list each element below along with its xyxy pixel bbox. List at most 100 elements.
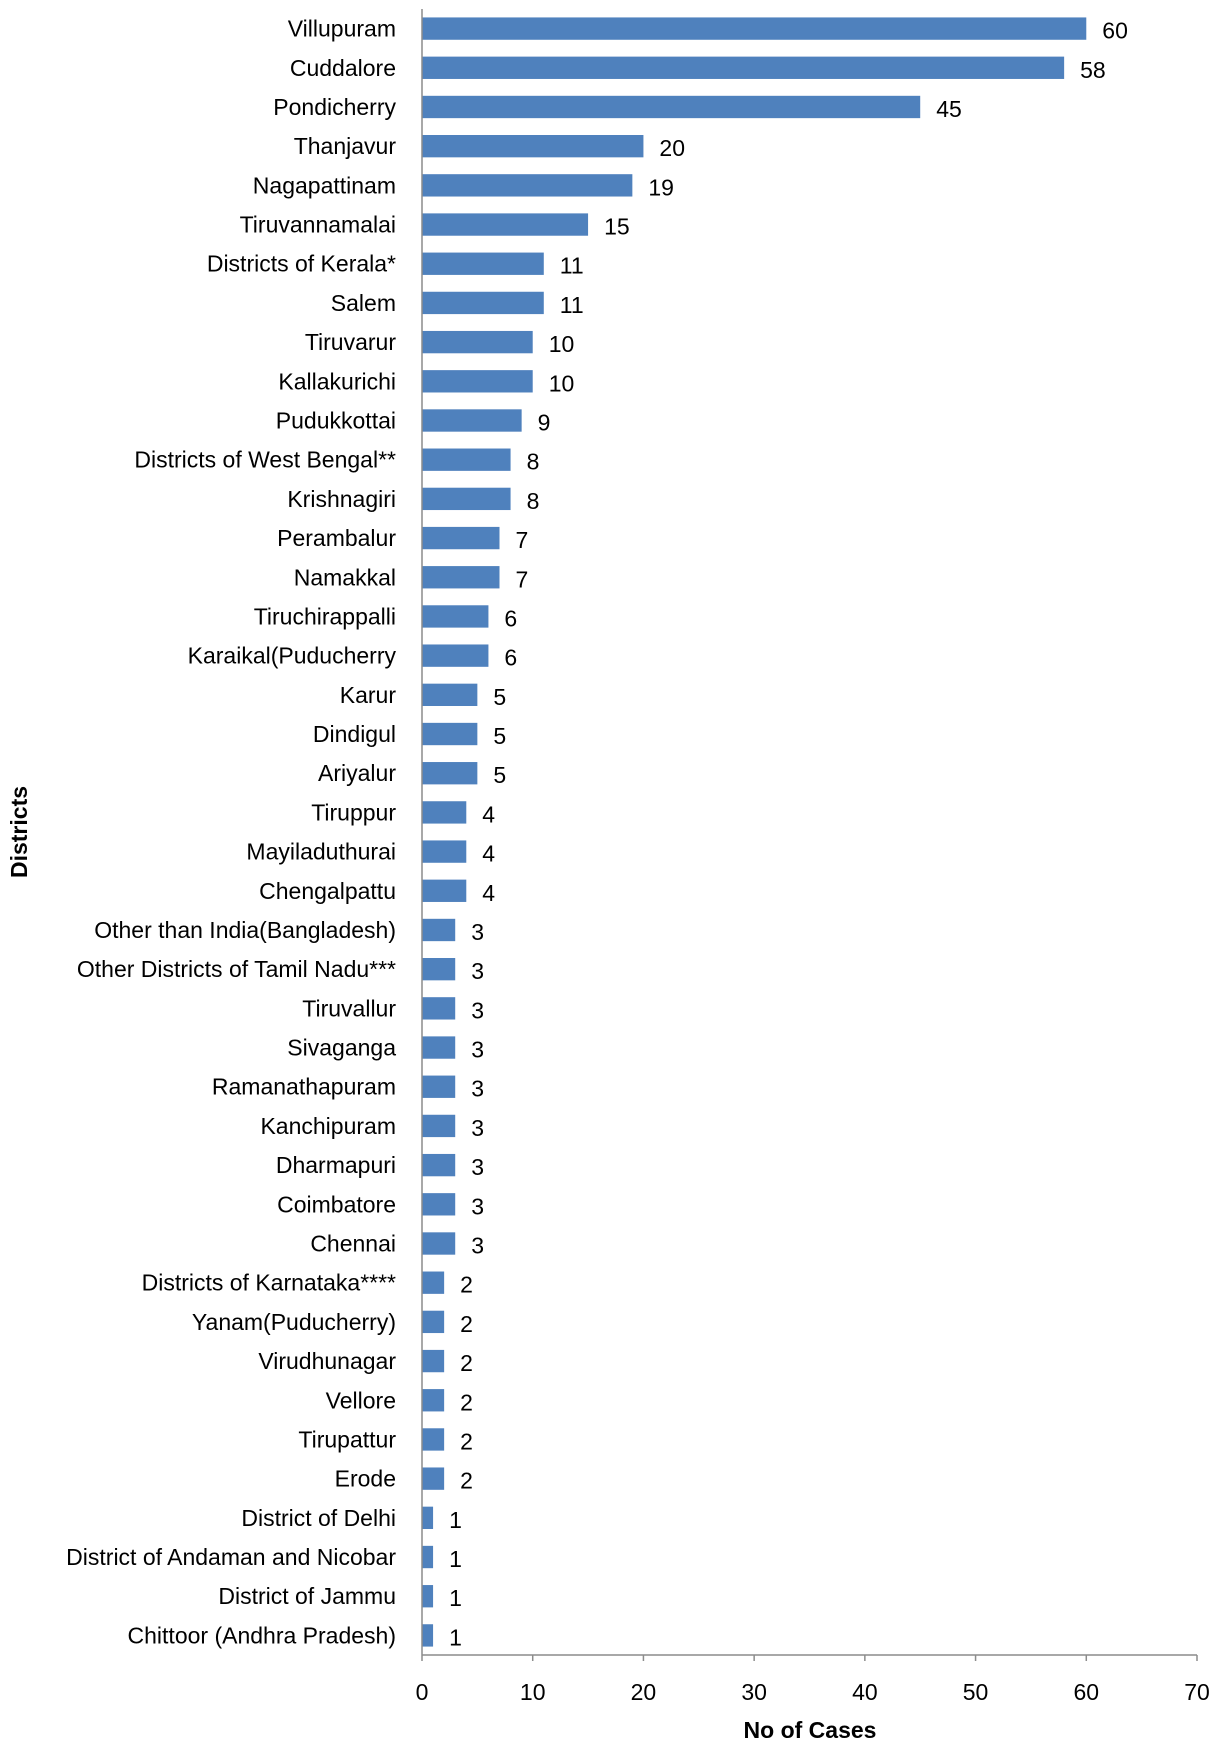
value-label: 2 [460, 1389, 473, 1415]
bar-8 [422, 330, 533, 354]
bar-2 [422, 95, 921, 119]
category-label: Tiruchirappalli [254, 603, 396, 629]
bar-25 [422, 997, 456, 1020]
x-tick-label: 50 [963, 1679, 989, 1705]
bar-11 [422, 448, 511, 471]
bar-37 [422, 1467, 445, 1490]
value-label: 7 [516, 566, 529, 592]
category-label: Namakkal [294, 564, 396, 590]
bar-27 [422, 1075, 456, 1098]
category-label: Nagapattinam [253, 172, 396, 198]
bar-26 [422, 1036, 456, 1059]
value-label: 11 [560, 253, 584, 279]
category-label: Salem [331, 290, 396, 316]
x-tick-label: 30 [741, 1679, 767, 1705]
bar-33 [422, 1310, 445, 1334]
value-label: 4 [482, 841, 495, 867]
axes-group: 0 10 20 30 40 50 60 70 [416, 9, 1210, 1705]
bar-29 [422, 1153, 456, 1177]
bar-10 [422, 409, 522, 432]
value-label: 3 [471, 1037, 484, 1063]
category-label: Ramanathapuram [212, 1074, 396, 1100]
category-label: Karur [340, 682, 397, 708]
value-label: 4 [482, 801, 495, 827]
x-tick-label: 0 [416, 1679, 429, 1705]
category-label: Ariyalur [318, 760, 396, 786]
bar-14 [422, 566, 500, 589]
value-label: 5 [493, 684, 506, 710]
category-label: Kallakurichi [278, 368, 396, 394]
category-label: Perambalur [277, 525, 396, 551]
bar-36 [422, 1428, 445, 1451]
bars-group [422, 17, 1087, 1647]
bar-4 [422, 174, 633, 197]
category-labels-group: Villupuram Cuddalore Pondicherry Thanjavur N… [66, 16, 396, 1649]
bar-41 [422, 1624, 434, 1647]
bar-12 [422, 487, 511, 511]
value-label: 3 [471, 919, 484, 945]
value-label: 6 [504, 605, 517, 631]
category-label: Vellore [326, 1387, 396, 1413]
value-label: 1 [449, 1507, 462, 1533]
category-label: Tiruvallur [302, 995, 396, 1021]
bar-9 [422, 370, 533, 393]
bar-32 [422, 1271, 445, 1294]
category-label: Chennai [310, 1231, 396, 1257]
category-label: Chengalpattu [259, 878, 396, 904]
category-label: Pudukkottai [276, 408, 396, 434]
bar-1 [422, 56, 1065, 79]
category-label: District of Andaman and Nicobar [66, 1544, 396, 1570]
category-label: Thanjavur [294, 133, 397, 159]
value-label: 7 [516, 527, 529, 553]
category-label: Dindigul [313, 721, 396, 747]
value-label: 3 [471, 997, 484, 1023]
value-label: 1 [449, 1585, 462, 1611]
category-label: Districts of West Bengal** [134, 447, 396, 473]
bar-21 [422, 840, 467, 863]
value-label: 3 [471, 1076, 484, 1102]
category-label: Mayiladuthurai [246, 839, 396, 865]
bar-18 [422, 722, 478, 746]
value-label: 20 [659, 135, 685, 161]
value-label: 3 [471, 1115, 484, 1141]
bar-35 [422, 1389, 445, 1412]
category-label: Chittoor (Andhra Pradesh) [128, 1622, 396, 1648]
value-label: 2 [460, 1468, 473, 1494]
category-label: Karaikal(Puducherry [188, 643, 397, 669]
value-label: 1 [449, 1624, 462, 1650]
bar-0 [422, 17, 1087, 40]
value-label: 5 [493, 723, 506, 749]
category-label: Districts of Karnataka**** [142, 1270, 396, 1296]
value-label: 3 [471, 1233, 484, 1259]
x-tick-label: 10 [520, 1679, 546, 1705]
value-label: 8 [527, 449, 540, 475]
bar-13 [422, 526, 500, 550]
category-label: Pondicherry [273, 94, 396, 120]
value-label: 2 [460, 1311, 473, 1337]
y-axis-title: Districts [6, 786, 32, 878]
bar-5 [422, 213, 589, 236]
value-label: 60 [1102, 18, 1128, 44]
category-label: Districts of Kerala* [207, 251, 396, 277]
value-label: 11 [560, 292, 584, 318]
category-label: Erode [335, 1466, 396, 1492]
value-label: 10 [549, 370, 575, 396]
bar-39 [422, 1545, 434, 1569]
category-label: Tirupattur [298, 1426, 396, 1452]
bar-40 [422, 1585, 434, 1608]
category-label: Other than India(Bangladesh) [94, 917, 396, 943]
value-label: 3 [471, 1193, 484, 1219]
bar-19 [422, 762, 478, 785]
value-label: 10 [549, 331, 575, 357]
category-label: Coimbatore [277, 1191, 396, 1217]
bar-3 [422, 135, 644, 158]
category-label: Tiruvarur [305, 329, 396, 355]
category-label: Villupuram [288, 16, 396, 42]
bar-30 [422, 1193, 456, 1216]
bar-6 [422, 252, 544, 275]
bar-15 [422, 605, 489, 628]
category-label: Kanchipuram [260, 1113, 396, 1139]
bar-38 [422, 1506, 434, 1529]
